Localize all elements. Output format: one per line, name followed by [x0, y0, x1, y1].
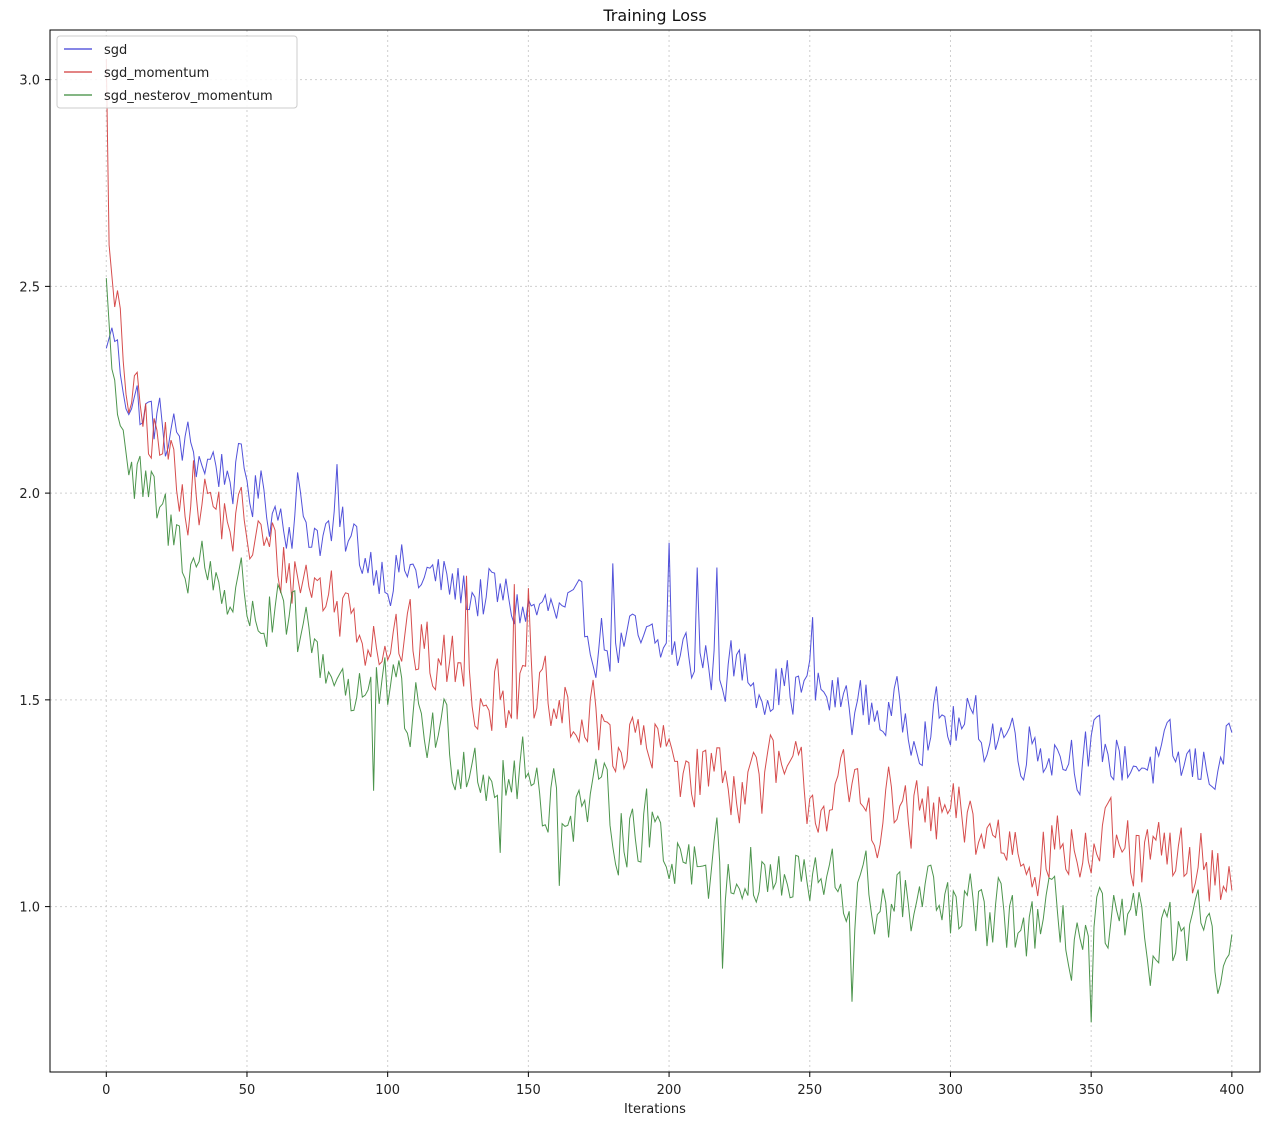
x-tick-label: 350: [1079, 1083, 1104, 1098]
x-tick-label: 400: [1219, 1083, 1244, 1098]
y-tick-label: 1.5: [19, 694, 40, 709]
series-lines: [105, 58, 1233, 1023]
x-axis-label: Iterations: [624, 1102, 686, 1117]
series-line-sgd: [105, 327, 1233, 797]
legend-label: sgd_nesterov_momentum: [104, 89, 273, 104]
legend: sgd sgd_momentum sgd_nesterov_momentum: [56, 35, 298, 109]
y-tick-label: 1.0: [19, 901, 40, 916]
x-tick-label: 250: [797, 1083, 822, 1098]
x-tick-label: 150: [516, 1083, 541, 1098]
y-tick-label: 3.0: [19, 74, 40, 89]
legend-label: sgd_momentum: [104, 66, 209, 81]
series-line-sgd-momentum: [105, 58, 1233, 902]
x-tick-label: 200: [657, 1083, 682, 1098]
chart-title: Training Loss: [602, 6, 706, 25]
x-tick-label: 300: [938, 1083, 963, 1098]
y-axis-ticks: 1.0 1.5 2.0 2.5 3.0: [19, 74, 50, 916]
y-tick-label: 2.0: [19, 487, 40, 502]
legend-box: [56, 35, 298, 109]
x-tick-label: 50: [239, 1083, 256, 1098]
y-tick-label: 2.5: [19, 280, 40, 295]
plot-frame: [49, 29, 1261, 1073]
grid-lines: [50, 30, 1260, 1072]
x-tick-label: 0: [102, 1083, 110, 1098]
x-axis-ticks: 0 50 100 150 200 250 300 350 400: [102, 1072, 1244, 1098]
legend-label: sgd: [104, 43, 127, 58]
x-tick-label: 100: [375, 1083, 400, 1098]
series-line-sgd-nesterov-momentum: [105, 278, 1233, 1023]
